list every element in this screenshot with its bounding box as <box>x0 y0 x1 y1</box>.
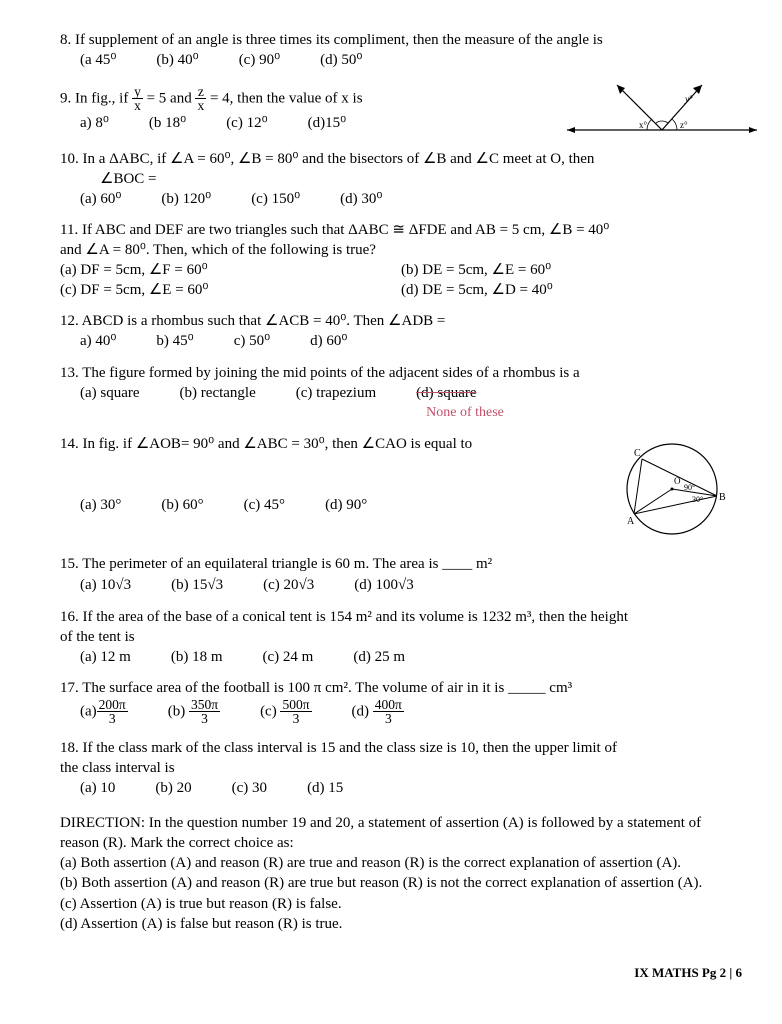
fig-label-a: A <box>627 516 635 527</box>
question-14: A B C O 90° 30° 14. In fig. if ∠AOB= 90⁰… <box>60 434 742 544</box>
q14-opt-c: (c) 45° <box>244 495 285 515</box>
q15-opt-a: (a) 10√3 <box>80 575 131 595</box>
q14-opt-b: (b) 60° <box>161 495 203 515</box>
q10-opt-a: (a) 60⁰ <box>80 189 121 209</box>
q10-l1: 10. In a ΔABC, if ∠A = 60⁰, ∠B = 80⁰ and… <box>60 149 742 169</box>
page-footer: IX MATHS Pg 2 | 6 <box>60 964 742 982</box>
q16-l2: of the tent is <box>60 627 742 647</box>
question-18: 18. If the class mark of the class inter… <box>60 738 742 799</box>
q15-text: 15. The perimeter of an equilateral tria… <box>60 554 742 574</box>
circle-figure: A B C O 90° 30° <box>612 434 732 544</box>
q11-opt-d: (d) DE = 5cm, ∠D = 40⁰ <box>401 280 742 300</box>
q8-opt-d: (d) 50⁰ <box>320 50 362 70</box>
question-9: x° z° y° 9. In fig., if yx = 5 and zx = … <box>60 85 742 133</box>
q18-l2: the class interval is <box>60 758 742 778</box>
direction-c: (c) Assertion (A) is true but reason (R)… <box>60 894 742 914</box>
q16-l1: 16. If the area of the base of a conical… <box>60 607 742 627</box>
q11-opt-c: (c) DF = 5cm, ∠E = 60⁰ <box>60 280 401 300</box>
question-13: 13. The figure formed by joining the mid… <box>60 363 742 424</box>
q9-mid2: = 4, then the value of x is <box>210 90 363 106</box>
question-17: 17. The surface area of the football is … <box>60 678 742 726</box>
q13-text: 13. The figure formed by joining the mid… <box>60 363 742 383</box>
q11-opt-a: (a) DF = 5cm, ∠F = 60⁰ <box>60 260 401 280</box>
q8-opt-c: (c) 90⁰ <box>239 50 280 70</box>
q14-opt-d: (d) 90° <box>325 495 367 515</box>
q11-l2: and ∠A = 80⁰. Then, which of the followi… <box>60 240 742 260</box>
q14-opt-a: (a) 30° <box>80 495 121 515</box>
q16-opt-a: (a) 12 m <box>80 647 131 667</box>
q9-prefix: 9. In fig., if <box>60 90 132 106</box>
q18-opt-c: (c) 30 <box>232 778 267 798</box>
q13-opt-b: (b) rectangle <box>180 383 256 424</box>
q9-frac2: zx <box>195 85 206 113</box>
direction-d: (d) Assertion (A) is false but reason (R… <box>60 914 742 934</box>
q10-opt-b: (b) 120⁰ <box>161 189 211 209</box>
fig-label-90: 90° <box>684 483 695 492</box>
q9-frac1: yx <box>132 85 143 113</box>
q13-opt-a: (a) square <box>80 383 140 424</box>
q8-text: 8. If supplement of an angle is three ti… <box>60 30 742 50</box>
q18-opt-b: (b) 20 <box>155 778 191 798</box>
q15-opt-d: (d) 100√3 <box>354 575 413 595</box>
q17-opt-d: (d) 400π3 <box>352 698 404 726</box>
angles-figure: x° z° y° <box>562 80 762 150</box>
q10-opt-d: (d) 30⁰ <box>340 189 382 209</box>
q12-opt-c: c) 50⁰ <box>234 331 270 351</box>
q17-opt-b: (b) 350π3 <box>168 698 220 726</box>
fig-label-b: B <box>719 492 726 503</box>
q15-opt-b: (b) 15√3 <box>171 575 223 595</box>
q9-opt-b: (b 18⁰ <box>149 113 186 133</box>
question-8: 8. If supplement of an angle is three ti… <box>60 30 742 71</box>
q18-opt-a: (a) 10 <box>80 778 115 798</box>
fig-label-c: C <box>634 448 641 459</box>
fig-label-x: x° <box>639 120 648 130</box>
q9-mid1: = 5 and <box>147 90 196 106</box>
handwritten-note: None of these <box>426 405 504 420</box>
q9-opt-a: a) 8⁰ <box>80 113 109 133</box>
q16-opt-d: (d) 25 m <box>353 647 405 667</box>
q10-opt-c: (c) 150⁰ <box>251 189 300 209</box>
q13-opt-d: (d) square None of these <box>416 383 494 424</box>
q16-opt-c: (c) 24 m <box>263 647 314 667</box>
fig-label-z: z° <box>680 120 688 130</box>
fig-label-o: O <box>674 476 681 486</box>
q11-l1: 11. If ABC and DEF are two triangles suc… <box>60 220 742 240</box>
fig-label-30: 30° <box>692 495 703 504</box>
question-10: 10. In a ΔABC, if ∠A = 60⁰, ∠B = 80⁰ and… <box>60 149 742 210</box>
q12-text: 12. ABCD is a rhombus such that ∠ACB = 4… <box>60 311 742 331</box>
q18-l1: 18. If the class mark of the class inter… <box>60 738 742 758</box>
direction-b: (b) Both assertion (A) and reason (R) ar… <box>60 873 742 893</box>
q18-opt-d: (d) 15 <box>307 778 343 798</box>
q13-opt-d-text: (d) square <box>416 385 476 401</box>
q13-opt-c: (c) trapezium <box>296 383 376 424</box>
q16-opt-b: (b) 18 m <box>171 647 223 667</box>
q12-opt-b: b) 45⁰ <box>156 331 193 351</box>
q12-opt-d: d) 60⁰ <box>310 331 347 351</box>
q8-opt-b: (b) 40⁰ <box>156 50 198 70</box>
q10-l2: ∠BOC = <box>100 169 742 189</box>
question-11: 11. If ABC and DEF are two triangles suc… <box>60 220 742 301</box>
question-15: 15. The perimeter of an equilateral tria… <box>60 554 742 595</box>
direction-a: (a) Both assertion (A) and reason (R) ar… <box>60 853 742 873</box>
q9-opt-c: (c) 12⁰ <box>226 113 267 133</box>
q8-opt-a: (a 45⁰ <box>80 50 116 70</box>
q11-opt-b: (b) DE = 5cm, ∠E = 60⁰ <box>401 260 742 280</box>
q17-text: 17. The surface area of the football is … <box>60 678 742 698</box>
fig-label-y: y° <box>684 94 693 104</box>
question-16: 16. If the area of the base of a conical… <box>60 607 742 668</box>
q17-opt-a: (a)200π3 <box>80 698 128 726</box>
direction-head: DIRECTION: In the question number 19 and… <box>60 813 742 854</box>
q17-opt-c: (c) 500π3 <box>260 698 311 726</box>
q9-opt-d: (d)15⁰ <box>308 113 347 133</box>
question-12: 12. ABCD is a rhombus such that ∠ACB = 4… <box>60 311 742 352</box>
direction-block: DIRECTION: In the question number 19 and… <box>60 813 742 935</box>
q15-opt-c: (c) 20√3 <box>263 575 314 595</box>
q12-opt-a: a) 40⁰ <box>80 331 116 351</box>
